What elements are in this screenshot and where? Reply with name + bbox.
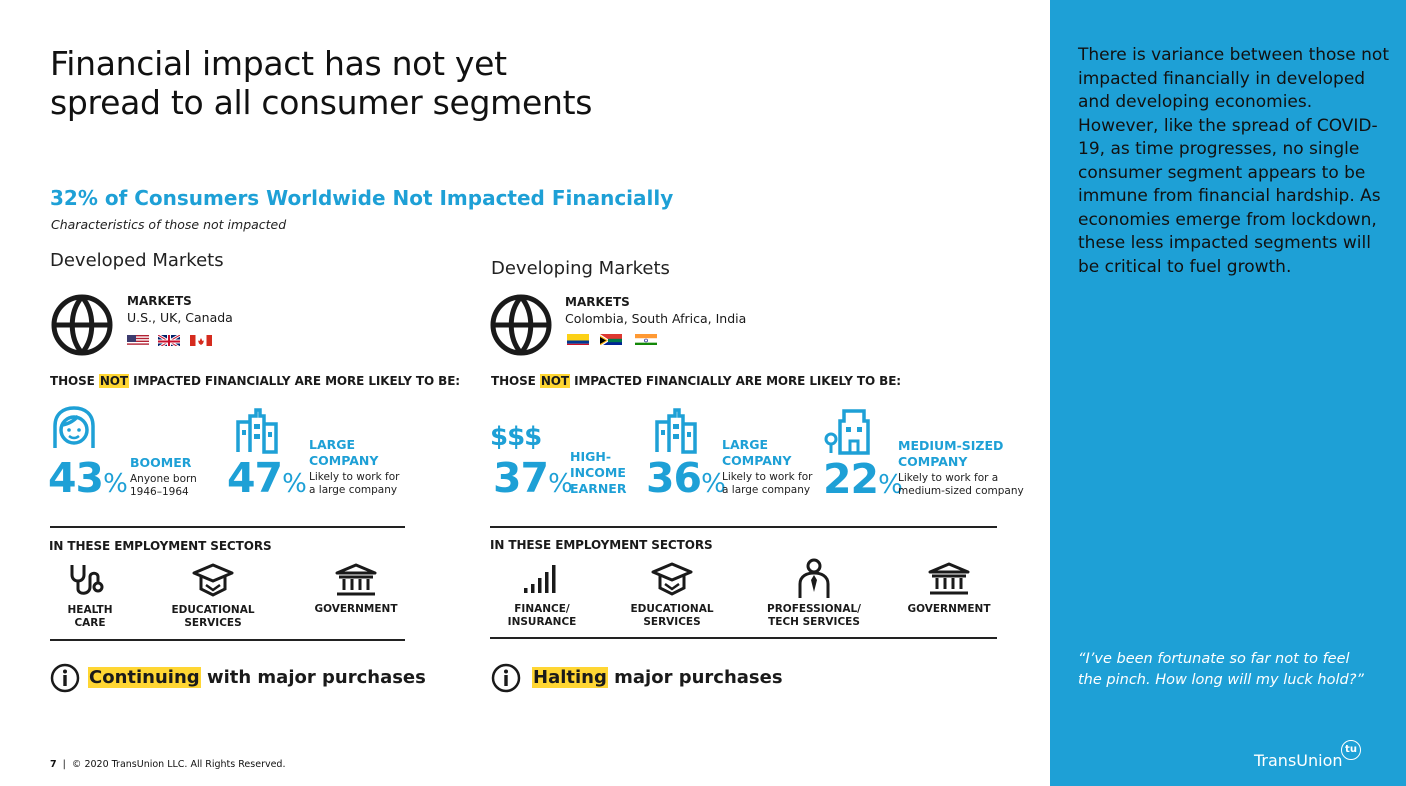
info-icon — [50, 663, 80, 693]
section-subheading: 32% of Consumers Worldwide Not Impacted … — [50, 186, 674, 210]
sector-label: GOVERNMENT — [314, 603, 398, 615]
stethoscope-icon — [70, 565, 104, 595]
bank-icon — [335, 563, 377, 596]
sector-label: EDUCATIONAL SERVICES — [171, 604, 255, 629]
sector-label: FINANCE/INSURANCE — [507, 603, 577, 628]
developing-purchase-note: Halting major purchases — [532, 667, 783, 688]
developed-sectors-label: IN THESE EMPLOYMENT SECTORS — [49, 539, 272, 553]
title-line-1: Financial impact has not yet — [50, 44, 507, 83]
stat-value: 37% — [493, 454, 573, 502]
developed-markets-list: U.S., UK, Canada — [127, 310, 233, 325]
developed-heading: Developed Markets — [50, 250, 224, 271]
colombia-flag-icon — [567, 332, 589, 345]
footer: 7 | © 2020 TransUnion LLC. All Rights Re… — [50, 759, 286, 770]
graduation-cap-icon — [192, 563, 234, 597]
woman-icon — [53, 406, 95, 448]
south-africa-flag-icon — [600, 332, 622, 345]
dollar-icon: $$$ — [490, 422, 542, 452]
quote: “I’ve been fortunate so far not to feel … — [1078, 651, 1364, 688]
stat-description: Likely to work for a medium-sized compan… — [898, 472, 1024, 497]
divider — [50, 526, 405, 528]
building-icon — [655, 408, 697, 454]
stat-description: Likely to work for a large company — [309, 471, 400, 496]
building-icon — [236, 408, 278, 454]
india-flag-icon — [635, 332, 657, 345]
globe-icon — [51, 294, 113, 356]
divider — [490, 637, 997, 639]
graduation-cap-icon — [651, 562, 693, 596]
sector-label: GOVERNMENT — [907, 603, 991, 615]
sector-label: EDUCATIONAL SERVICES — [630, 603, 714, 628]
globe-icon — [490, 294, 552, 356]
stat-label: LARGE COMPANY — [309, 437, 379, 468]
sidebar-panel — [1050, 0, 1406, 786]
stat-label: HIGH- INCOME EARNER — [570, 449, 627, 496]
developing-markets-list: Colombia, South Africa, India — [565, 311, 747, 326]
tu-logo-mark: tu — [1341, 740, 1361, 760]
stat-label: BOOMER — [130, 455, 192, 470]
sector-label: PROFESSIONAL/TECH SERVICES — [767, 603, 861, 628]
medium-building-icon — [824, 409, 870, 455]
developing-heading: Developing Markets — [491, 258, 670, 279]
title-line-2: spread to all consumer segments — [50, 83, 593, 122]
stat-label: MEDIUM-SIZED COMPANY — [898, 438, 1004, 469]
stat-value: 22% — [823, 455, 903, 503]
uk-flag-icon — [158, 333, 180, 346]
developing-sectors-label: IN THESE EMPLOYMENT SECTORS — [490, 538, 713, 552]
divider — [50, 639, 405, 641]
divider — [490, 526, 997, 528]
canada-flag-icon — [190, 333, 212, 346]
transunion-logo: TransUnion — [1254, 751, 1343, 770]
developing-likely-caption: THOSE NOT IMPACTED FINANCIALLY ARE MORE … — [491, 374, 901, 388]
stat-value: 43% — [48, 454, 128, 502]
sidebar-text: There is variance between those not impa… — [1078, 45, 1389, 277]
section-caption: Characteristics of those not impacted — [51, 217, 287, 232]
person-tie-icon — [798, 558, 830, 598]
stat-description: Anyone born 1946–1964 — [130, 473, 197, 498]
stat-label: LARGE COMPANY — [722, 437, 792, 468]
developed-purchase-note: Continuing with major purchases — [88, 667, 426, 688]
stat-value: 47% — [227, 454, 307, 502]
stat-value: 36% — [646, 454, 726, 502]
bank-icon — [928, 562, 970, 595]
page-title: Financial impact has not yet spread to a… — [50, 44, 592, 122]
developed-markets-label: MARKETS — [127, 294, 192, 308]
bar-chart-icon — [524, 565, 556, 593]
info-icon — [491, 663, 521, 693]
sector-label: HEALTH CARE — [67, 604, 113, 629]
developing-markets-label: MARKETS — [565, 295, 630, 309]
developed-likely-caption: THOSE NOT IMPACTED FINANCIALLY ARE MORE … — [50, 374, 460, 388]
us-flag-icon — [127, 333, 149, 346]
stat-description: Likely to work for a large company — [722, 471, 813, 496]
